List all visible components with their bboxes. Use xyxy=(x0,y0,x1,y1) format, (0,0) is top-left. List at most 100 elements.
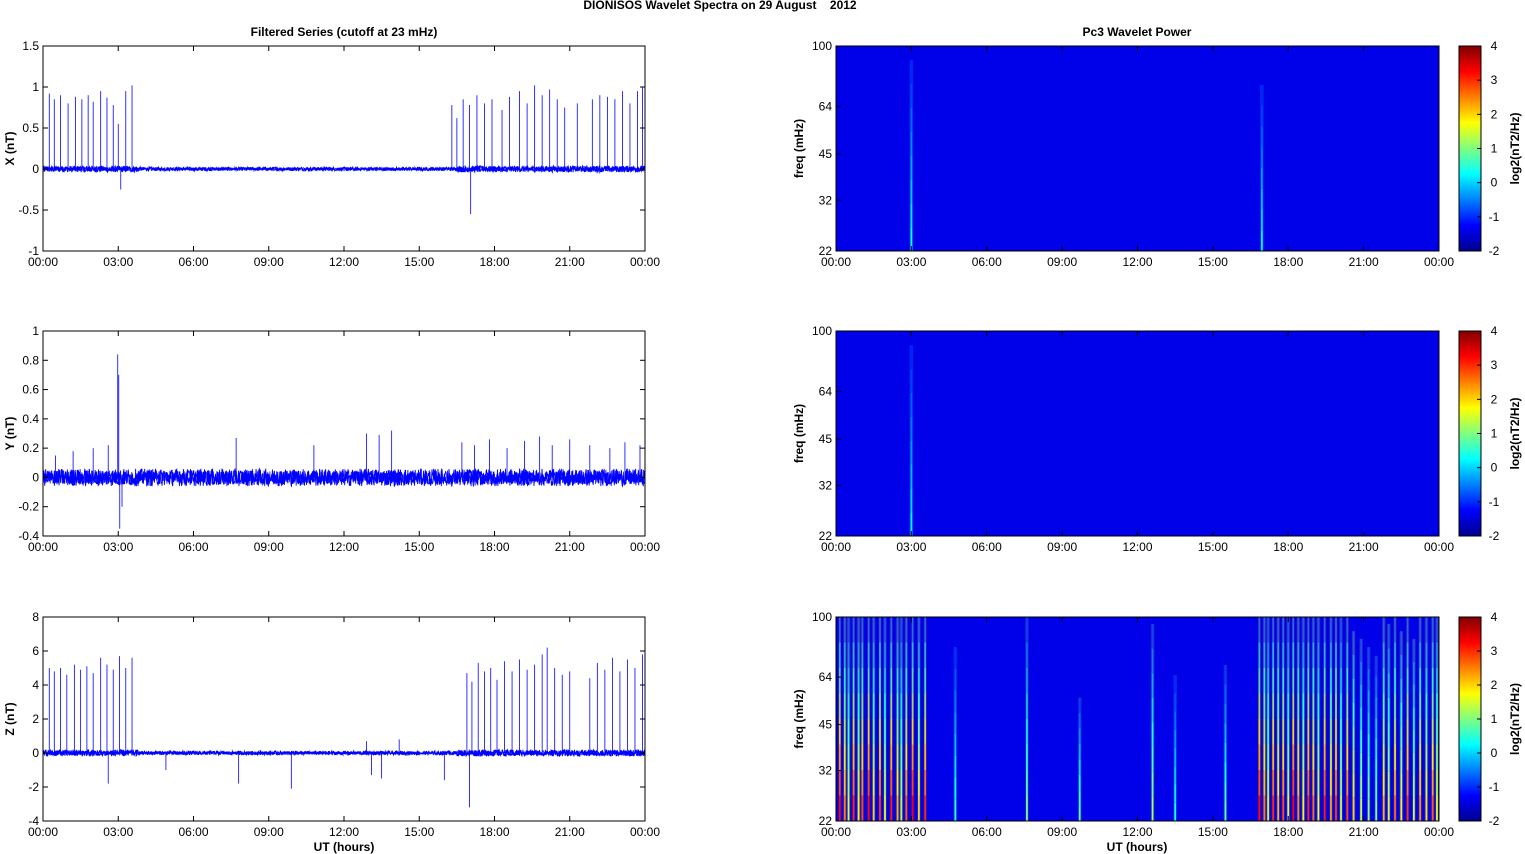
power-streak xyxy=(1277,719,1280,745)
power-streak-glow xyxy=(866,617,871,821)
power-streak xyxy=(1436,693,1438,719)
power-streak xyxy=(1425,770,1428,796)
power-streak xyxy=(911,795,914,821)
power-streak xyxy=(1224,782,1227,802)
power-streak xyxy=(1387,697,1390,723)
power-streak xyxy=(1425,744,1428,770)
power-streak xyxy=(1412,775,1415,799)
power-streak xyxy=(1323,693,1326,719)
power-streak xyxy=(910,392,913,417)
series-xtick-label: 03:00 xyxy=(103,255,133,269)
power-streak xyxy=(1360,798,1363,821)
power-streak xyxy=(1436,668,1438,694)
colorbar-tick-label: 1 xyxy=(1491,427,1498,441)
power-streak xyxy=(872,770,875,796)
power-streak-glow xyxy=(856,617,861,821)
power-streak-glow xyxy=(917,617,921,821)
power-streak xyxy=(900,693,903,719)
power-streak xyxy=(1352,678,1355,703)
power-streak xyxy=(910,488,913,513)
power-streak xyxy=(1277,744,1280,770)
power-streak xyxy=(1272,770,1275,796)
power-streak xyxy=(1312,719,1315,745)
power-streak xyxy=(1335,693,1337,719)
power-streak xyxy=(1263,744,1266,770)
power-streak-glow xyxy=(1393,617,1397,821)
freq-tick-label: 45 xyxy=(819,147,833,161)
power-streak xyxy=(1367,668,1370,691)
power-streak-glow xyxy=(909,60,914,251)
power-streak xyxy=(1224,743,1227,763)
power-streak xyxy=(1346,668,1349,694)
power-streak xyxy=(905,668,908,694)
power-streak xyxy=(1436,795,1438,821)
power-streak xyxy=(838,668,841,694)
power-streak xyxy=(1400,726,1403,750)
series-xtick-label: 09:00 xyxy=(254,540,284,554)
power-streak xyxy=(910,131,913,156)
power-streak xyxy=(1277,642,1280,668)
power-streak xyxy=(838,719,841,745)
power-streak xyxy=(1258,795,1261,821)
ytick-label: 1 xyxy=(32,80,39,94)
power-streak xyxy=(1174,802,1177,821)
colorbar-tick-label: 4 xyxy=(1491,610,1498,624)
power-streak xyxy=(857,693,860,719)
power-streak xyxy=(1317,719,1320,745)
power-streak xyxy=(1174,675,1177,694)
power-streak xyxy=(1287,719,1290,745)
power-streak xyxy=(1360,707,1363,730)
power-streak-glow xyxy=(1301,617,1306,821)
power-streak xyxy=(1258,617,1261,643)
figure-title: DIONISOS Wavelet Spectra on 29 August 20… xyxy=(583,0,857,12)
series-xtick-label: 18:00 xyxy=(479,540,509,554)
power-streak xyxy=(867,770,870,796)
power-streak xyxy=(1425,795,1428,821)
power-streak xyxy=(1375,717,1378,739)
power-streak xyxy=(1287,795,1290,821)
power-streak xyxy=(1277,668,1280,694)
power-streak xyxy=(954,755,957,778)
power-streak xyxy=(1387,673,1390,698)
series-line-dense xyxy=(42,165,646,173)
power-streak xyxy=(924,642,927,668)
power-streak xyxy=(1151,697,1154,723)
power-streak xyxy=(857,744,860,770)
power-streak xyxy=(1387,771,1390,797)
power-streak-glow xyxy=(871,617,876,821)
power-streak xyxy=(1375,655,1378,677)
power-streak xyxy=(1352,726,1355,750)
power-streak-glow xyxy=(1173,675,1177,821)
power-streak xyxy=(1258,642,1261,668)
power-streak xyxy=(890,744,893,770)
power-streak xyxy=(1267,744,1270,770)
power-streak xyxy=(1307,693,1310,719)
power-streak xyxy=(857,668,860,694)
power-streak xyxy=(1335,642,1337,668)
power-streak xyxy=(890,668,893,694)
power-streak xyxy=(1287,617,1290,643)
power-streak xyxy=(905,770,908,796)
power-streak xyxy=(1078,728,1081,744)
colorbar-tick-label: 2 xyxy=(1491,678,1498,692)
right-x-axis-label: UT (hours) xyxy=(1107,840,1168,854)
power-streak xyxy=(1258,693,1261,719)
power-streak-glow xyxy=(1424,617,1429,821)
power-streak xyxy=(1317,617,1320,643)
power-streak xyxy=(1436,744,1438,770)
power-streak xyxy=(847,795,850,821)
power-streak xyxy=(879,719,881,745)
power-streak-glow xyxy=(1359,638,1363,821)
power-streak xyxy=(843,795,846,821)
power-streak xyxy=(852,617,855,643)
power-streak xyxy=(838,795,841,821)
power-streak xyxy=(1387,722,1390,748)
power-streak xyxy=(1267,668,1270,694)
power-streak xyxy=(1317,693,1320,719)
power-streak xyxy=(1387,796,1390,821)
power-streak xyxy=(1375,759,1378,780)
power-streak xyxy=(1367,690,1370,713)
power-streak xyxy=(1419,693,1422,719)
wavelet-xtick-label: 06:00 xyxy=(972,825,1002,839)
power-streak-glow xyxy=(910,617,915,821)
